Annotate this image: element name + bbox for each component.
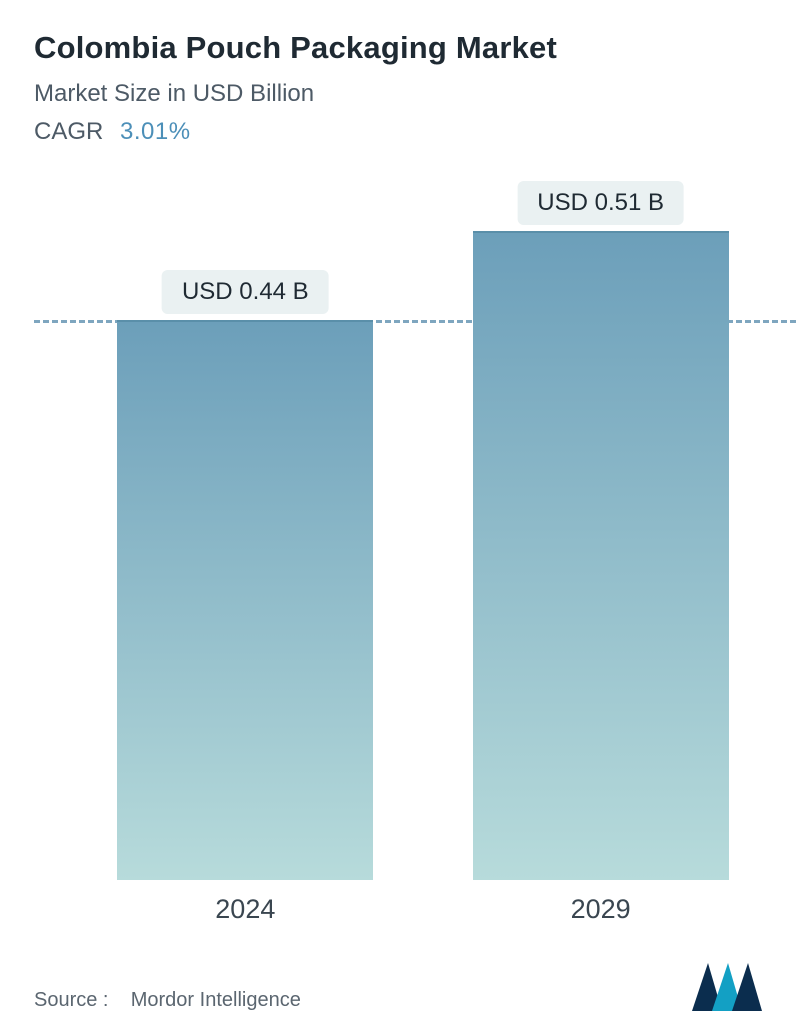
x-axis-label-2024: 2024	[215, 894, 275, 925]
source-name: Mordor Intelligence	[131, 989, 301, 1011]
chart-subtitle: Market Size in USD Billion	[34, 80, 762, 108]
cagr-row: CAGR 3.01%	[34, 118, 762, 146]
x-axis-label-2029: 2029	[571, 894, 631, 925]
bar-2029	[473, 231, 729, 880]
cagr-label: CAGR	[34, 118, 103, 145]
source-label: Source :	[34, 989, 108, 1011]
cagr-value: 3.01%	[120, 118, 191, 145]
value-label-2029: USD 0.51 B	[517, 181, 684, 225]
chart-area: USD 0.44 B 2024 USD 0.51 B 2029	[34, 180, 762, 940]
source-line: Source : Mordor Intelligence	[34, 989, 301, 1012]
bar-2024	[117, 320, 373, 880]
chart-title: Colombia Pouch Packaging Market	[34, 30, 762, 66]
value-label-2024: USD 0.44 B	[162, 270, 329, 314]
brand-logo-icon	[692, 963, 762, 1016]
